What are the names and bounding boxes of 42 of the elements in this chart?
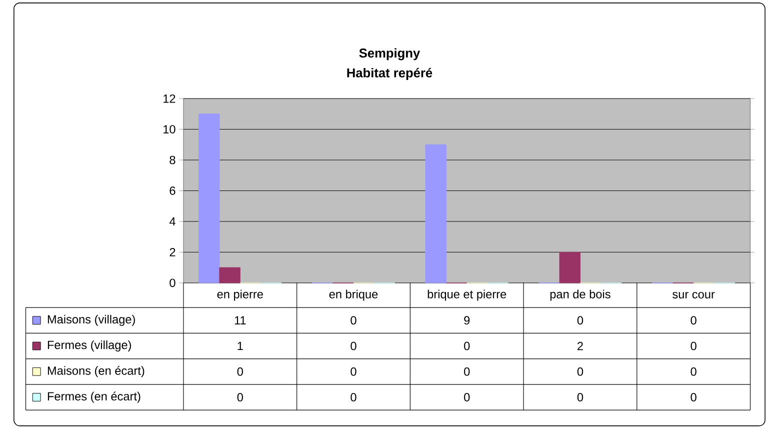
data-label: 0 [690, 316, 696, 325]
legend-label: Maisons (village) [48, 314, 135, 326]
y-tick-label: 12 [164, 94, 176, 103]
data-label: 0 [577, 393, 584, 402]
legend-label: Fermes (en écart) [48, 392, 140, 403]
x-tick-label: sur cour [672, 292, 715, 299]
data-label: 0 [237, 368, 243, 376]
data-label: 0 [577, 316, 584, 325]
data-label: 0 [350, 368, 356, 376]
y-tick-label: 8 [170, 156, 176, 164]
data-label: 0 [577, 368, 584, 376]
bar [559, 252, 580, 284]
y-tick-label: 10 [164, 125, 176, 134]
y-tick-label: 6 [170, 186, 176, 196]
data-label: 2 [578, 342, 583, 350]
y-tick-label: 4 [169, 217, 176, 226]
data-label: 9 [464, 316, 470, 325]
data-label: 0 [464, 393, 470, 402]
chart-title: Sempigny [359, 48, 420, 60]
data-label: 11 [234, 316, 246, 325]
x-tick-label: en brique [329, 290, 378, 301]
x-tick-label: brique et pierre [428, 290, 506, 301]
bar [425, 144, 446, 284]
y-tick-label: 0 [170, 278, 176, 288]
data-label: 0 [464, 342, 470, 350]
legend-label: Maisons (en écart) [48, 366, 144, 378]
data-label: 1 [238, 342, 243, 350]
y-tick-label: 2 [170, 248, 176, 256]
bar [219, 267, 240, 284]
data-label: 0 [690, 342, 696, 350]
data-label: 0 [350, 393, 356, 402]
x-tick-label: pan de bois [550, 290, 610, 301]
data-label: 0 [690, 393, 696, 402]
data-label: 0 [690, 368, 696, 376]
data-label: 0 [464, 368, 470, 376]
chart-subtitle: Habitat repéré [347, 68, 432, 80]
data-label: 0 [350, 316, 356, 325]
legend-label: Fermes (village) [48, 340, 131, 352]
data-label: 0 [237, 393, 243, 402]
x-tick-label: en pierre [217, 290, 263, 301]
data-label: 0 [350, 342, 356, 350]
bar [198, 114, 220, 284]
